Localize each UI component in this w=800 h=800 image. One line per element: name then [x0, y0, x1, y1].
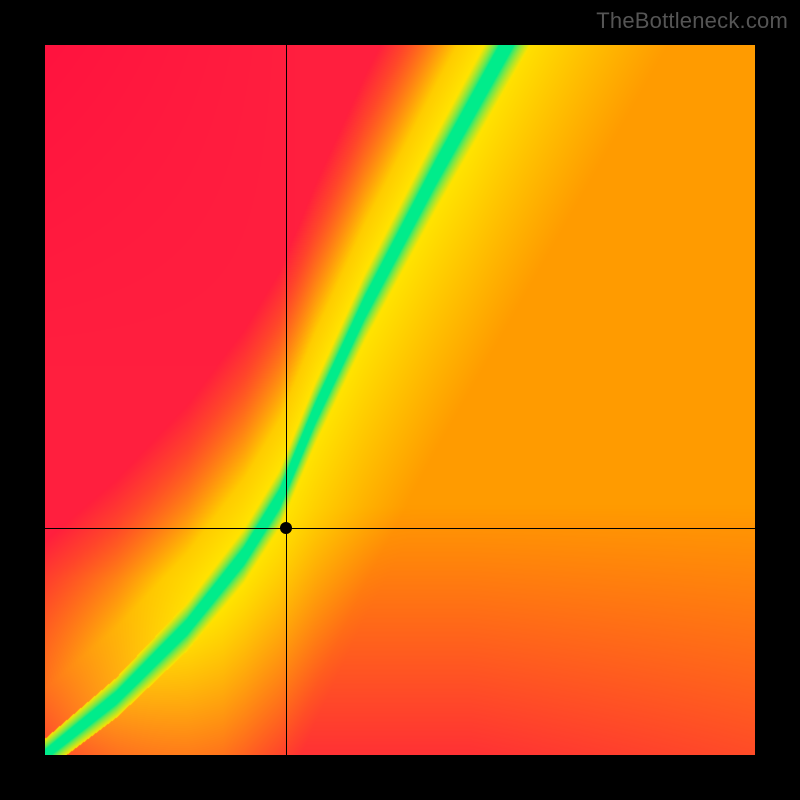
heatmap-plot: [45, 45, 755, 755]
crosshair-horizontal: [45, 528, 755, 529]
heatmap-canvas: [45, 45, 755, 755]
attribution-text: TheBottleneck.com: [596, 8, 788, 34]
marker-dot: [280, 522, 292, 534]
crosshair-vertical: [286, 45, 287, 755]
